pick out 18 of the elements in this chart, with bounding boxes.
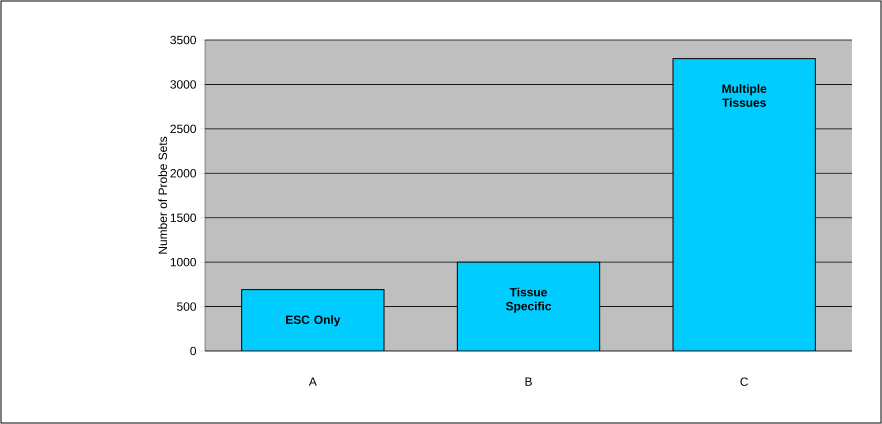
y-tick-label: 3500	[170, 36, 196, 44]
annotation: ESC Only	[286, 315, 340, 326]
annotation: Multiple Tissues	[722, 84, 766, 107]
y-tick-label: 1000	[170, 258, 196, 266]
y-tick-label: 1500	[170, 213, 196, 222]
x-tick-label: B	[526, 378, 532, 386]
y-tick-label: 500	[177, 302, 196, 311]
y-axis-title: Number of Probe Sets	[158, 136, 168, 254]
x-tick-label: A	[308, 378, 317, 386]
y-tick-label: 2000	[170, 169, 196, 178]
y-tick-label: 3000	[170, 80, 196, 89]
x-tick-label: C	[740, 378, 748, 386]
bar	[672, 58, 816, 351]
annotation: Tissue Specific	[506, 288, 552, 313]
bar	[241, 289, 385, 351]
y-tick-label: 2500	[170, 124, 196, 134]
bar	[456, 262, 600, 351]
y-tick-label: 0	[190, 346, 196, 356]
